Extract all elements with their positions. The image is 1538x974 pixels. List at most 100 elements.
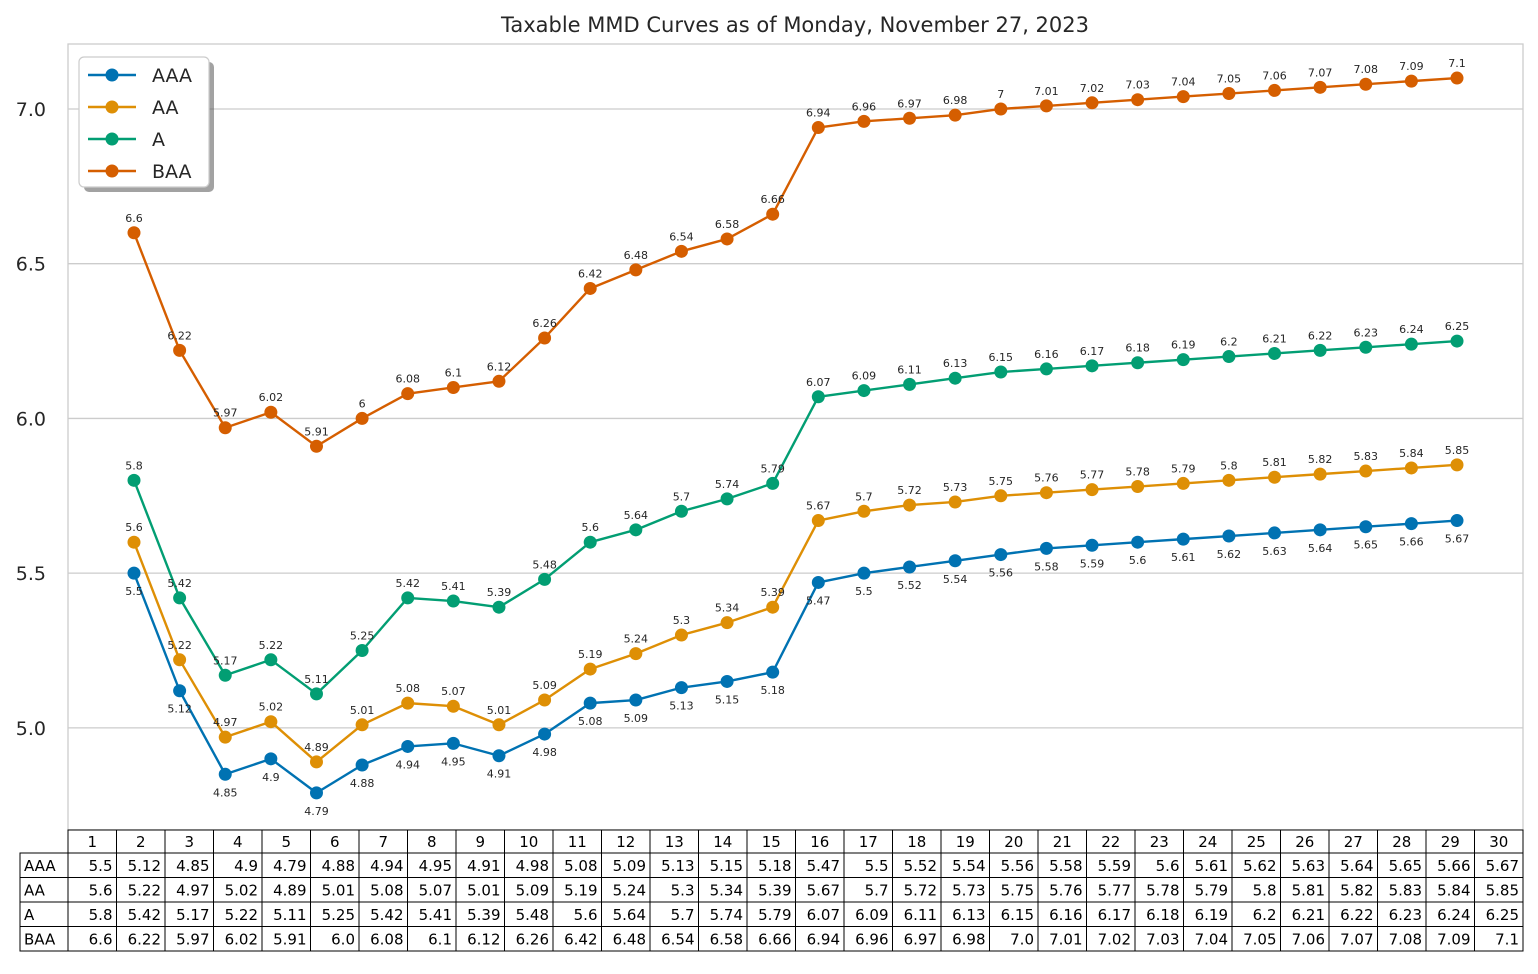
data-label: 5.61	[1171, 551, 1196, 564]
data-label: 5.77	[1080, 469, 1105, 482]
data-label: 5.67	[1445, 533, 1470, 546]
table-cell: 6.66	[758, 931, 791, 949]
table-col-header: 7	[378, 833, 388, 851]
table-cell: 6.24	[1437, 906, 1470, 924]
table-cell: 5.42	[128, 906, 161, 924]
data-point	[1085, 538, 1099, 552]
table-row-label: AAA	[24, 857, 56, 875]
table-cell: 6.26	[516, 931, 549, 949]
table-cell: 6.0	[331, 931, 355, 949]
table-col-header: 28	[1392, 833, 1411, 851]
data-label: 5.85	[1445, 444, 1470, 457]
data-label: 5.6	[125, 521, 143, 534]
data-point	[309, 439, 323, 453]
data-point	[1085, 359, 1099, 373]
data-label: 5.97	[213, 407, 238, 420]
table-cell: 5.19	[564, 882, 597, 900]
data-label: 6.16	[1034, 348, 1059, 361]
data-label: 6.22	[167, 329, 192, 342]
data-label: 5.18	[760, 684, 785, 697]
table-cell: 5.17	[176, 906, 209, 924]
table-cell: 5.62	[1243, 857, 1276, 875]
data-point	[173, 684, 187, 698]
data-label: 5.09	[624, 712, 649, 725]
table-col-header: 27	[1344, 833, 1363, 851]
data-label: 5.13	[669, 700, 694, 713]
table-cell: 6.42	[564, 931, 597, 949]
table-cell: 4.95	[419, 857, 452, 875]
data-point	[1131, 480, 1145, 494]
data-point	[1039, 541, 1053, 555]
table-cell: 6.25	[1486, 906, 1519, 924]
data-label: 5.79	[1171, 462, 1196, 475]
data-label: 5.52	[897, 579, 922, 592]
data-point	[857, 504, 871, 518]
data-label: 6.17	[1080, 345, 1105, 358]
table-cell: 4.79	[273, 857, 306, 875]
table-cell: 6.98	[952, 931, 985, 949]
data-point	[1268, 526, 1282, 540]
data-point	[1359, 77, 1373, 91]
series-line-aa	[132, 463, 1458, 764]
gridlines	[68, 108, 1523, 729]
data-point	[446, 699, 460, 713]
data-label: 5.6	[1129, 554, 1147, 567]
table-col-header: 3	[184, 833, 194, 851]
series-aa	[127, 458, 1464, 769]
data-point	[1450, 334, 1464, 348]
data-label: 7.07	[1308, 66, 1333, 79]
data-point	[903, 498, 917, 512]
table-cell: 6.16	[1049, 906, 1082, 924]
data-point	[811, 514, 825, 528]
data-point	[629, 693, 643, 707]
table-col-header: 24	[1198, 833, 1217, 851]
data-label: 7.04	[1171, 76, 1196, 89]
table-cell: 5.64	[1340, 857, 1373, 875]
table-cell: 5.25	[322, 906, 355, 924]
data-label: 6.26	[532, 317, 557, 330]
data-label: 6.12	[487, 360, 512, 373]
data-point	[1085, 96, 1099, 110]
table-cell: 5.6	[1156, 857, 1180, 875]
data-label: 4.91	[487, 768, 512, 781]
data-label: 7.06	[1262, 69, 1287, 82]
data-point	[401, 591, 415, 605]
table-cell: 5.34	[710, 882, 743, 900]
data-point	[309, 786, 323, 800]
table-col-header: 2	[136, 833, 146, 851]
data-label: 6.21	[1262, 332, 1287, 345]
data-label: 7.05	[1217, 73, 1242, 86]
table-col-header: 11	[568, 833, 587, 851]
data-point	[1222, 350, 1236, 364]
table-cell: 5.73	[952, 882, 985, 900]
data-label: 6.08	[395, 373, 420, 386]
data-point	[1404, 74, 1418, 88]
table-cell: 6.08	[370, 931, 403, 949]
table-cell: 6.17	[1098, 906, 1131, 924]
table-col-header: 21	[1053, 833, 1072, 851]
data-label: 5.83	[1354, 450, 1379, 463]
data-label: 5.75	[989, 475, 1014, 488]
data-point	[583, 662, 597, 676]
data-point	[173, 591, 187, 605]
data-point	[629, 263, 643, 277]
data-label: 5.47	[806, 594, 831, 607]
data-point	[401, 739, 415, 753]
data-label: 6.48	[624, 249, 649, 262]
data-label: 4.97	[213, 716, 238, 729]
data-point	[127, 566, 141, 580]
table-cell: 5.72	[904, 882, 937, 900]
data-point	[538, 572, 552, 586]
data-point	[766, 665, 780, 679]
table-cell: 5.7	[671, 906, 695, 924]
series-line-aaa	[132, 519, 1458, 795]
data-point	[1039, 362, 1053, 376]
data-point	[811, 575, 825, 589]
data-point	[1268, 346, 1282, 360]
table-col-header: 10	[519, 833, 538, 851]
table-col-header: 20	[1004, 833, 1023, 851]
table-col-header: 19	[956, 833, 975, 851]
data-point	[446, 380, 460, 394]
table-cell: 5.82	[1340, 882, 1373, 900]
